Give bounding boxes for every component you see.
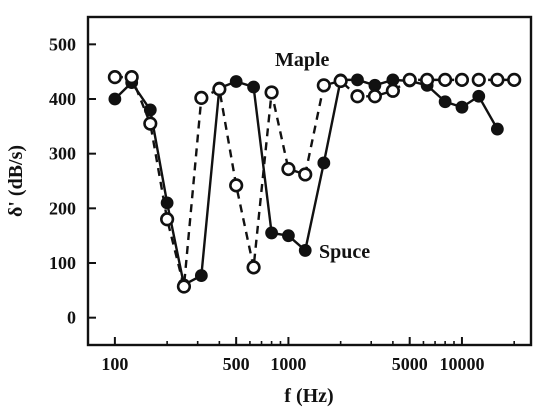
spuce-data-point xyxy=(490,122,504,136)
y-tick-label: 300 xyxy=(49,144,76,164)
maple-data-point xyxy=(420,72,435,87)
maple-data-point xyxy=(176,279,192,294)
spuce-data-point xyxy=(282,229,295,243)
maple-data-point xyxy=(246,260,261,275)
maple-data-point xyxy=(229,178,244,193)
spuce-series-label: Spuce xyxy=(319,241,370,263)
maple-data-point xyxy=(471,72,486,87)
x-axis-ticks: 100 500 1000 5000 10000 xyxy=(101,337,515,374)
y-tick-label: 400 xyxy=(49,89,76,109)
maple-series-line xyxy=(114,75,515,287)
y-tick-label: 500 xyxy=(49,34,76,54)
maple-data-point xyxy=(438,72,453,87)
maple-data-point xyxy=(385,83,400,98)
x-tick-label: 1000 xyxy=(270,354,306,374)
maple-data-point xyxy=(402,72,417,87)
spuce-data-point xyxy=(455,100,469,114)
maple-data-point xyxy=(454,72,470,87)
maple-data-point xyxy=(490,72,505,87)
x-tick-label: 100 xyxy=(101,354,128,374)
maple-series-label: Maple xyxy=(275,49,330,71)
y-axis-label: δ' (dB/s) xyxy=(5,145,27,217)
plot-frame xyxy=(86,15,533,347)
maple-data-point xyxy=(367,89,382,104)
x-tick-label: 500 xyxy=(223,354,250,374)
maple-data-point xyxy=(507,72,522,87)
maple-data-point xyxy=(212,82,227,97)
x-tick-label: 10000 xyxy=(439,354,484,374)
y-tick-label: 0 xyxy=(67,308,76,328)
spuce-data-point xyxy=(317,156,331,170)
spuce-data-point xyxy=(265,226,278,240)
spuce-data-point xyxy=(143,103,157,117)
y-tick-label: 200 xyxy=(49,198,76,218)
maple-data-point xyxy=(298,167,313,182)
spuce-data-point xyxy=(351,73,364,87)
spuce-data-point xyxy=(247,80,260,94)
maple-data-point xyxy=(281,161,296,177)
series-layer xyxy=(107,70,522,294)
maple-data-point xyxy=(350,89,365,104)
maple-data-point xyxy=(333,73,348,89)
y-axis-ticks: 0 100 200 300 400 500 xyxy=(49,34,96,328)
spuce-data-point xyxy=(229,75,243,88)
maple-data-point xyxy=(107,70,122,85)
maple-data-point xyxy=(264,85,279,100)
spuce-data-point xyxy=(194,269,208,282)
y-tick-label: 100 xyxy=(49,253,76,273)
x-axis-label: f (Hz) xyxy=(284,385,333,407)
maple-data-point xyxy=(143,116,158,131)
maple-data-point xyxy=(316,78,331,93)
spuce-data-point xyxy=(298,244,312,257)
spuce-data-point xyxy=(472,89,486,103)
maple-data-point xyxy=(124,70,139,85)
spuce-data-point xyxy=(438,95,452,109)
maple-data-point xyxy=(194,90,209,106)
x-tick-label: 5000 xyxy=(392,354,428,374)
spuce-data-point xyxy=(108,92,122,106)
maple-data-point xyxy=(160,212,175,227)
